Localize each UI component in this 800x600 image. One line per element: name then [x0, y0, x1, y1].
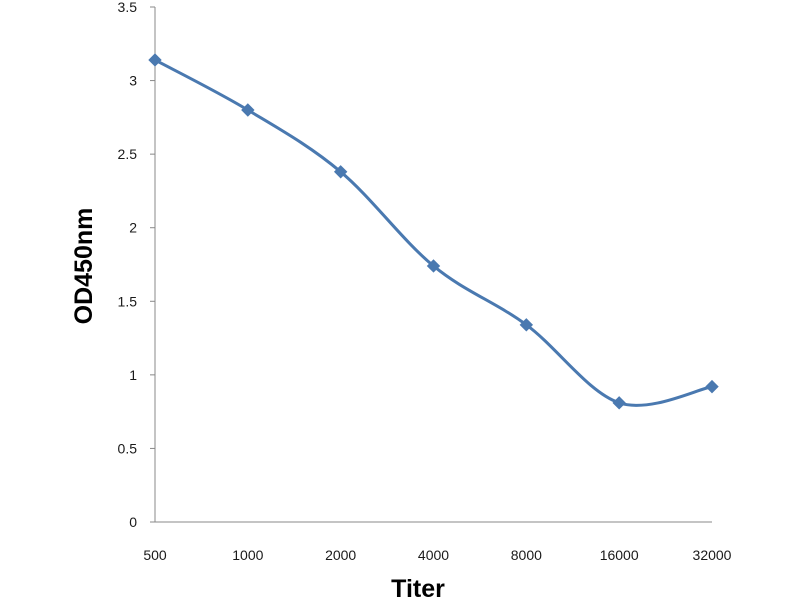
data-point [148, 53, 162, 67]
y-tick-label: 0 [129, 514, 137, 530]
x-tick-label: 4000 [418, 547, 449, 563]
x-tick-label: 500 [143, 547, 167, 563]
y-tick-label: 1 [129, 367, 137, 383]
y-tick-label: 2 [129, 220, 137, 236]
x-tick-label: 32000 [693, 547, 732, 563]
data-point [612, 396, 626, 410]
y-axis [150, 6, 156, 523]
y-tick-label: 0.5 [118, 440, 138, 456]
y-tick-label: 3.5 [118, 0, 138, 15]
data-point [333, 165, 348, 179]
data-point [426, 259, 441, 273]
y-axis-title: OD450nm [70, 208, 98, 325]
data-point [241, 103, 255, 117]
y-tick-label: 1.5 [118, 293, 138, 309]
x-tick-labels: 500 1000 2000 4000 8000 16000 32000 [143, 547, 731, 563]
x-tick-label: 1000 [232, 547, 263, 563]
series-line [153, 58, 714, 407]
x-tick-label: 2000 [325, 547, 356, 563]
data-point [705, 379, 719, 394]
x-tick-label: 8000 [511, 547, 542, 563]
y-tick-label: 3 [129, 73, 137, 89]
series-group [148, 53, 719, 410]
x-tick-label: 16000 [600, 547, 639, 563]
data-point [519, 318, 534, 332]
x-axis-title: Titer [391, 575, 445, 600]
y-tick-label: 2.5 [118, 146, 138, 162]
y-tick-labels: 0 0.5 1 1.5 2 2.5 3 3.5 [118, 0, 138, 530]
